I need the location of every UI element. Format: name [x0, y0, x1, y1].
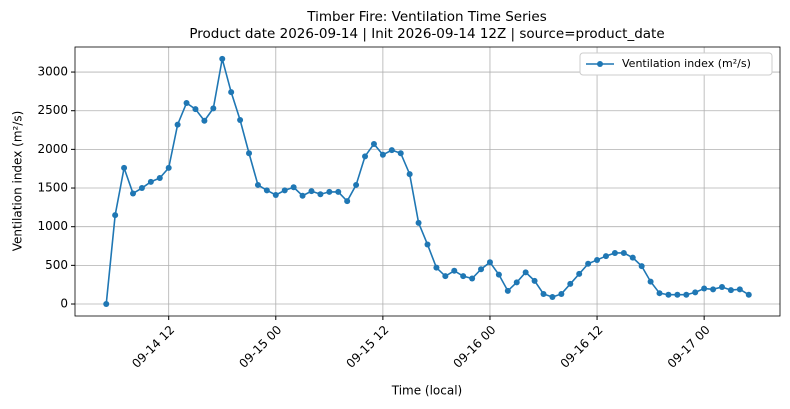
- data-point: [504, 287, 511, 294]
- data-point: [594, 256, 601, 263]
- data-point: [656, 290, 663, 297]
- data-point: [701, 285, 708, 292]
- data-point: [736, 286, 743, 293]
- data-point: [433, 264, 440, 271]
- data-point: [183, 99, 190, 106]
- data-point: [263, 187, 270, 194]
- y-tick-label: 3000: [37, 65, 68, 79]
- data-point: [165, 164, 172, 171]
- data-point: [326, 188, 333, 195]
- data-point: [362, 153, 369, 160]
- data-point: [513, 279, 520, 286]
- data-point: [638, 263, 645, 270]
- data-point: [219, 55, 226, 62]
- plot-frame: [74, 46, 781, 317]
- data-point: [156, 174, 163, 181]
- x-tick-label: 09-15 00: [236, 323, 284, 371]
- data-point: [549, 294, 556, 301]
- data-point: [299, 192, 306, 199]
- data-point: [522, 269, 529, 276]
- data-point: [585, 260, 592, 267]
- data-point: [397, 150, 404, 157]
- y-tick-label: 1500: [37, 181, 68, 195]
- data-point: [674, 291, 681, 298]
- data-point: [442, 273, 449, 280]
- data-point: [469, 275, 476, 282]
- y-tick-label: 2000: [37, 142, 68, 156]
- data-point: [629, 254, 636, 261]
- data-point: [237, 116, 244, 123]
- data-point: [103, 301, 110, 308]
- y-tick-label: 500: [45, 258, 68, 272]
- data-point: [727, 287, 734, 294]
- data-point: [602, 253, 609, 260]
- data-point: [254, 181, 261, 188]
- data-point: [647, 278, 654, 285]
- data-point: [121, 164, 128, 171]
- data-point: [478, 266, 485, 273]
- legend-text: Ventilation index (m²/s): [622, 57, 751, 70]
- data-point: [576, 270, 583, 277]
- x-axis-label: Time (local): [391, 384, 463, 398]
- x-tick-label: 09-15 12: [343, 323, 391, 371]
- data-point: [611, 249, 618, 256]
- data-point: [201, 117, 208, 124]
- data-point: [531, 277, 538, 284]
- data-point: [415, 219, 422, 226]
- data-point: [353, 181, 360, 188]
- data-point: [406, 171, 413, 178]
- data-point: [486, 259, 493, 266]
- data-point: [710, 286, 717, 293]
- data-point: [460, 273, 467, 280]
- data-point: [451, 267, 458, 274]
- data-point: [246, 150, 253, 157]
- data-point: [692, 289, 699, 296]
- x-tick-label: 09-16 12: [558, 323, 606, 371]
- chart-subtitle: Product date 2026-09-14 | Init 2026-09-1…: [189, 26, 664, 42]
- y-axis-label: Ventilation index (m²/s): [11, 111, 25, 252]
- data-point: [174, 121, 181, 128]
- data-point: [424, 241, 431, 248]
- data-point: [272, 191, 279, 198]
- data-point: [540, 290, 547, 297]
- data-point: [147, 178, 154, 185]
- data-point: [620, 249, 627, 256]
- data-point: [281, 187, 288, 194]
- data-point: [335, 188, 342, 195]
- chart-title: Timber Fire: Ventilation Time Series: [306, 9, 547, 25]
- x-tick-label: 09-14 12: [129, 323, 177, 371]
- y-tick-label: 1000: [37, 219, 68, 233]
- data-point: [290, 184, 297, 191]
- data-point: [370, 140, 377, 147]
- y-tick-label: 0: [60, 297, 68, 311]
- data-point: [138, 185, 145, 192]
- data-point: [228, 89, 235, 96]
- data-point: [495, 271, 502, 278]
- data-line: [105, 58, 750, 305]
- data-point: [130, 190, 137, 197]
- legend-box: [579, 52, 773, 76]
- data-point: [718, 284, 725, 291]
- data-point: [567, 280, 574, 287]
- data-point: [745, 291, 752, 298]
- data-point: [665, 291, 672, 298]
- data-point: [210, 105, 217, 112]
- legend: Ventilation index (m²/s): [579, 52, 773, 76]
- data-point: [379, 151, 386, 158]
- data-point: [344, 198, 351, 205]
- data-point: [308, 188, 315, 195]
- y-tick-label: 2500: [37, 103, 68, 117]
- data-point: [112, 212, 119, 219]
- data-point: [192, 106, 199, 113]
- legend-marker: [597, 61, 603, 67]
- x-tick-label: 09-17 00: [665, 323, 713, 371]
- data-point: [558, 290, 565, 297]
- x-tick-label: 09-16 00: [451, 323, 499, 371]
- data-point: [683, 291, 690, 298]
- data-point: [317, 191, 324, 198]
- data-point: [388, 147, 395, 154]
